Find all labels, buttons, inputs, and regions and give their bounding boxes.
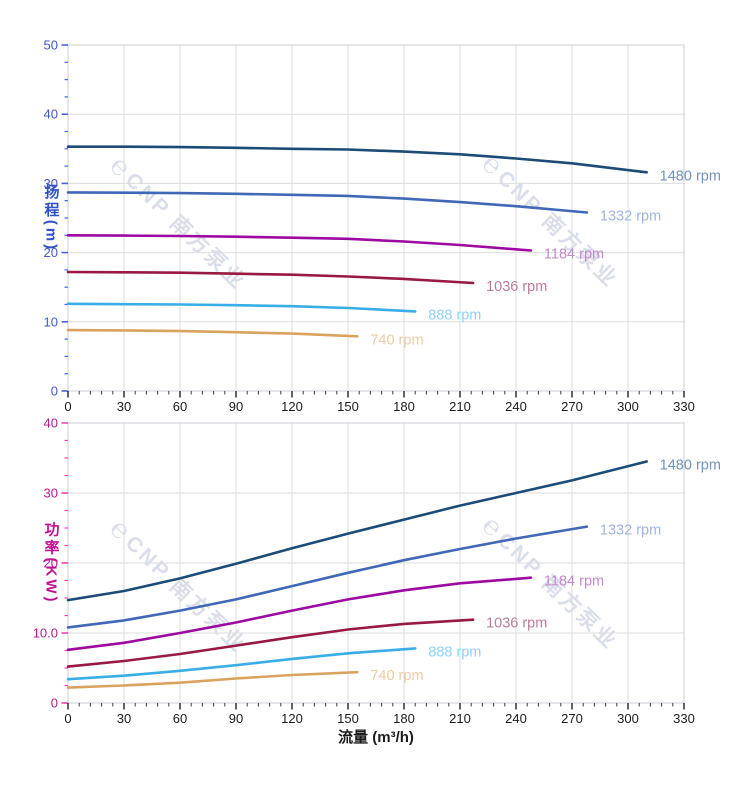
x-tick-label: 210: [449, 399, 471, 414]
x-tick-label: 60: [173, 711, 187, 726]
series-1184-rpm: 1184 rpm: [66, 574, 604, 652]
curve-label-1184-rpm: 1184 rpm: [544, 247, 604, 263]
y-tick-label: 10.0: [33, 626, 58, 641]
curve-740-rpm: [66, 670, 359, 689]
y-tick-label: 40: [44, 416, 58, 431]
curve-label-1036-rpm: 1036 rpm: [486, 616, 547, 632]
curve-label-1480-rpm: 1480 rpm: [660, 168, 721, 184]
x-tick-label: 240: [505, 711, 527, 726]
series-1036-rpm: 1036 rpm: [66, 270, 547, 295]
curve-label-740-rpm: 740 rpm: [370, 332, 423, 348]
series-1184-rpm: 1184 rpm: [66, 234, 604, 263]
curve-888-rpm: [66, 647, 417, 681]
x-tick-label: 90: [229, 399, 243, 414]
curve-888-rpm: [66, 302, 417, 313]
y-tick-label: 30: [44, 486, 58, 501]
curve-1036-rpm: [66, 270, 475, 285]
series-1480-rpm: 1480 rpm: [66, 145, 721, 184]
curve-label-1332-rpm: 1332 rpm: [600, 523, 661, 539]
y-tick-label: 0: [51, 384, 58, 399]
x-tick-label: 150: [337, 399, 359, 414]
x-tick-label: 30: [117, 711, 131, 726]
curve-label-1480-rpm: 1480 rpm: [660, 458, 721, 474]
y-axis: 0 10 20 30 40 50: [44, 38, 68, 399]
y-tick-label: 50: [44, 38, 58, 53]
curve-1184-rpm: [66, 234, 533, 252]
x-tick-label: 270: [561, 711, 583, 726]
curve-label-1036-rpm: 1036 rpm: [486, 279, 547, 295]
curve-1184-rpm: [66, 576, 533, 652]
x-tick-label: 180: [393, 399, 415, 414]
x-tick-label: 210: [449, 711, 471, 726]
head-axis-title-text: 扬程: [42, 183, 60, 220]
series-1480-rpm: 1480 rpm: [66, 458, 721, 602]
x-tick-label: 120: [281, 399, 303, 414]
gridlines: [68, 423, 685, 703]
x-tick-label: 90: [229, 711, 243, 726]
x-tick-label: 0: [64, 399, 71, 414]
chart-head-vs-flow: 0 10 20 30 40 50 0 30 60 90 120 150 180 210 240 270 300 3…: [44, 38, 721, 415]
y-tick-label: 30: [44, 176, 58, 191]
curve-1480-rpm: [66, 145, 648, 174]
curve-label-740-rpm: 740 rpm: [370, 668, 423, 684]
series-888-rpm: 888 rpm: [66, 644, 481, 681]
curve-740-rpm: [66, 328, 359, 338]
x-tick-label: 180: [393, 711, 415, 726]
chart-power-vs-flow: 0 10.0 20 30 40 0 30 60 90 120 150 180 210 240 270 300 3…: [33, 416, 721, 727]
curve-label-888-rpm: 888 rpm: [428, 644, 481, 660]
x-tick-label: 270: [561, 399, 583, 414]
y-tick-label: 40: [44, 107, 58, 122]
flow-axis-title: 流量 (m³/h): [338, 729, 414, 746]
x-axis: 0 30 60 90 120 150 180 210 240 270 300 330: [64, 391, 695, 414]
head-axis-unit: (m): [42, 219, 60, 253]
power-axis-unit: (KW): [42, 557, 60, 605]
y-tick-label: 0: [51, 696, 58, 711]
series-740-rpm: 740 rpm: [66, 668, 424, 689]
curve-label-1184-rpm: 1184 rpm: [544, 574, 604, 590]
y-tick-label: 20: [44, 245, 58, 260]
x-axis: 0 30 60 90 120 150 180 210 240 270 300 330: [64, 703, 695, 726]
series-1332-rpm: 1332 rpm: [66, 191, 661, 224]
x-tick-label: 60: [173, 399, 187, 414]
curve-label-1332-rpm: 1332 rpm: [600, 208, 661, 224]
series-1036-rpm: 1036 rpm: [66, 616, 547, 668]
x-tick-label: 30: [117, 399, 131, 414]
curve-1036-rpm: [66, 618, 475, 668]
power-axis-title-text: 功率: [42, 521, 60, 558]
y-tick-label: 10: [44, 314, 58, 329]
curve-label-888-rpm: 888 rpm: [428, 307, 481, 323]
x-tick-label: 240: [505, 399, 527, 414]
curve-1480-rpm: [66, 460, 648, 602]
curve-1332-rpm: [66, 191, 589, 214]
x-tick-label: 120: [281, 711, 303, 726]
series-740-rpm: 740 rpm: [66, 328, 424, 348]
x-tick-label: 330: [673, 399, 695, 414]
x-tick-label: 300: [617, 399, 639, 414]
y-axis: 0 10.0 20 30 40: [33, 416, 68, 711]
x-tick-label: 300: [617, 711, 639, 726]
series-888-rpm: 888 rpm: [66, 302, 481, 323]
power-axis-title: 功率(KW): [42, 521, 60, 605]
x-tick-label: 330: [673, 711, 695, 726]
x-tick-label: 150: [337, 711, 359, 726]
series-1332-rpm: 1332 rpm: [66, 523, 661, 629]
head-axis-title: 扬程(m): [42, 183, 60, 253]
curve-1332-rpm: [66, 525, 589, 629]
x-tick-label: 0: [64, 711, 71, 726]
y-tick-label: 20: [44, 556, 58, 571]
